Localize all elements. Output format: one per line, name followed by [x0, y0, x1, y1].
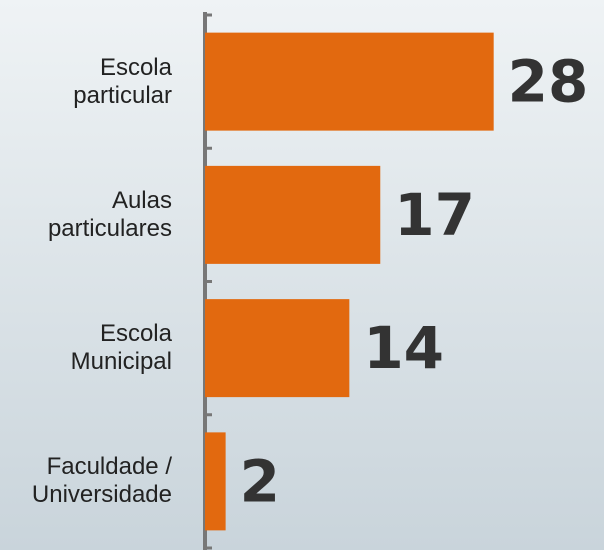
bar [205, 32, 494, 131]
category-label: Escola particular [73, 53, 172, 109]
value-label: 28 [508, 48, 589, 116]
category-label: Aulas particulares [47, 186, 172, 242]
value-label: 17 [394, 181, 475, 249]
bar [205, 165, 381, 264]
bar [205, 432, 226, 531]
value-label: 14 [363, 314, 444, 382]
bar [205, 299, 350, 398]
value-label: 2 [240, 447, 280, 515]
category-label: Escola Municipal [70, 320, 172, 376]
category-label: Faculdade / Universidade [31, 453, 172, 509]
